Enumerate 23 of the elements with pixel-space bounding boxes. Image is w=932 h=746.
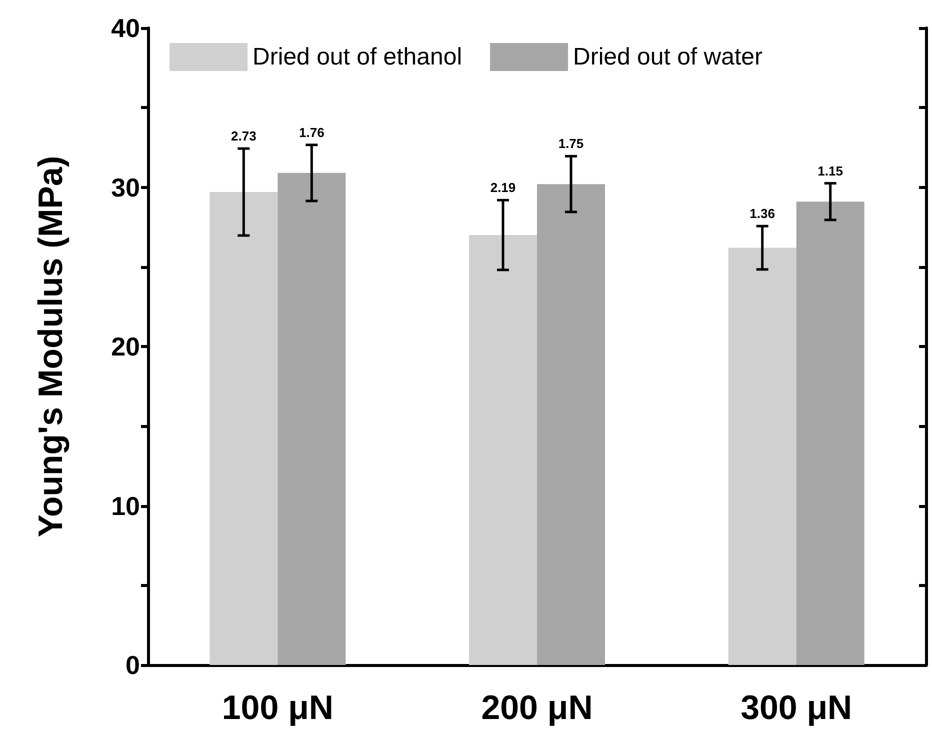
y-tick-label: 10 (111, 490, 140, 521)
x-tick-label: 100 μN (222, 689, 334, 727)
annotation: 1.75 (558, 136, 584, 152)
x-tick-label: 200 μN (481, 689, 593, 727)
annotation: 1.76 (299, 124, 324, 140)
legend-label: Dried out of ethanol (252, 44, 462, 70)
annotation: 1.15 (818, 163, 843, 178)
x-tick-label: 300 μN (740, 689, 852, 727)
bar (796, 202, 864, 665)
y-tick-label: 20 (111, 332, 140, 362)
annotation: 1.36 (750, 206, 775, 222)
bar (210, 192, 278, 665)
legend-label: Dried out of water (573, 44, 762, 70)
bar (728, 248, 796, 665)
annotation: 2.73 (231, 128, 256, 144)
bar (537, 184, 605, 665)
bar (469, 235, 537, 665)
y-tick-label: 0 (126, 650, 140, 680)
annotation: 2.19 (490, 180, 516, 196)
y-axis-title: Young's Modulus (MPa) (32, 156, 70, 538)
y-tick-label: 40 (111, 13, 140, 43)
y-tick-label: 30 (111, 172, 140, 202)
bar (278, 172, 346, 665)
